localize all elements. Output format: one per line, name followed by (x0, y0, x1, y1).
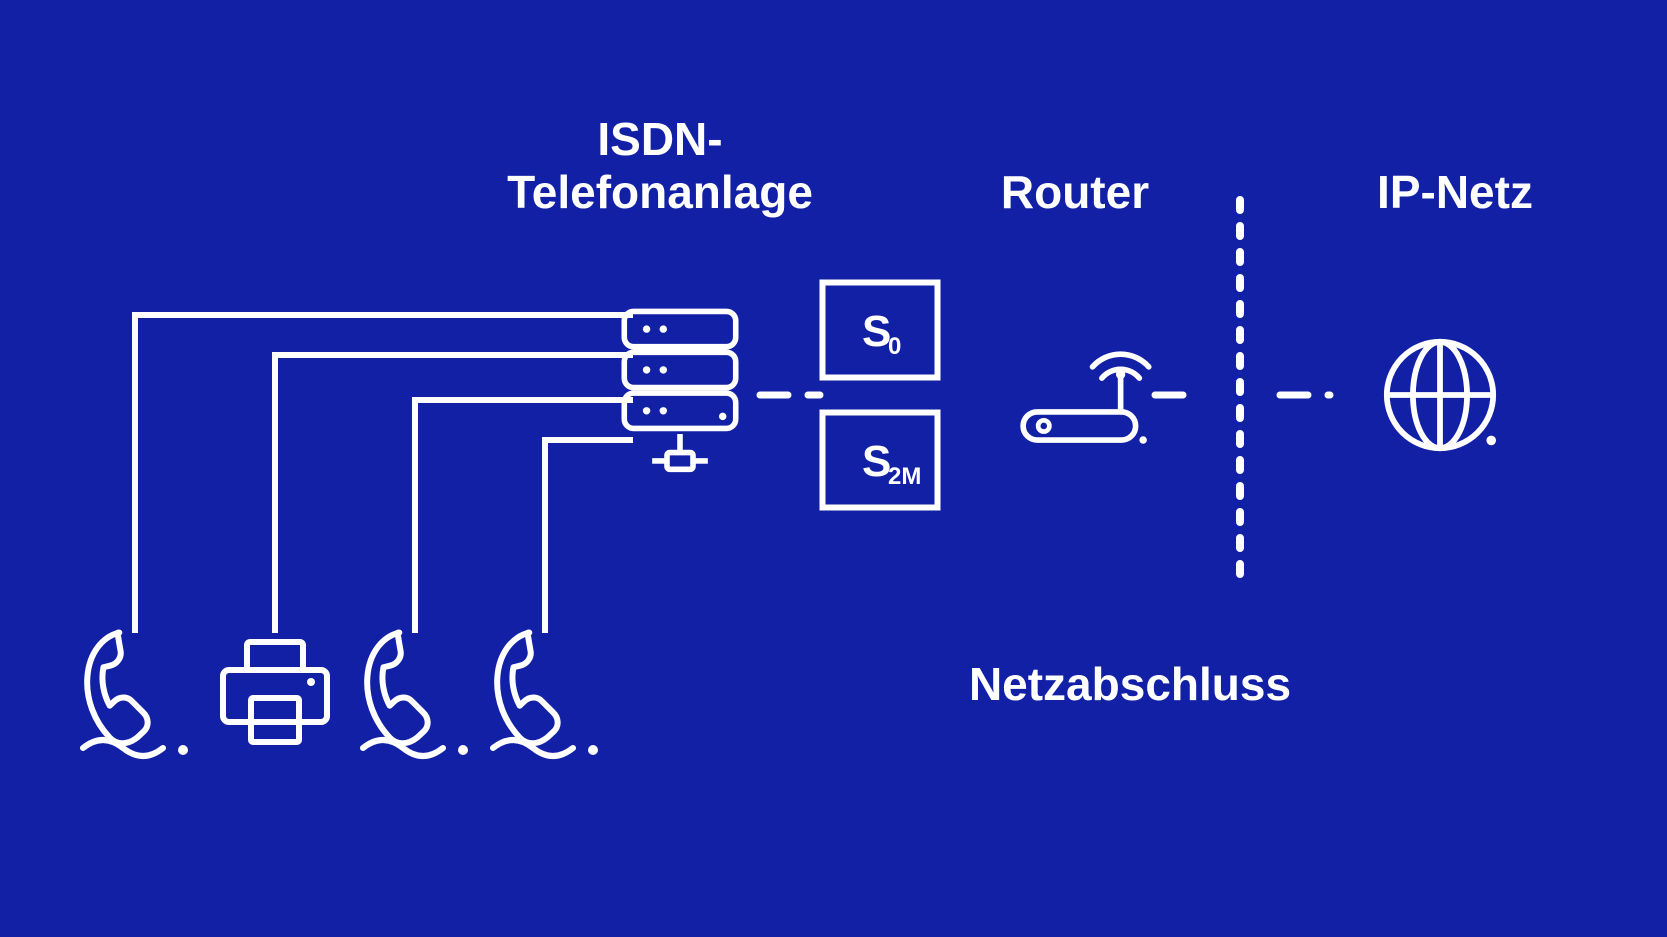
label-pbx-line1: ISDN- (597, 113, 722, 165)
label-ipnet: IP-Netz (1377, 166, 1533, 218)
s0-label: S (862, 307, 891, 356)
canvas-bg (0, 0, 1667, 937)
label-netzabschluss: Netzabschluss (969, 658, 1291, 710)
s0-sub: 0 (888, 333, 901, 360)
s2m-sub: 2M (888, 463, 921, 490)
globe-icon (1387, 342, 1496, 448)
s2m-label: S (862, 437, 891, 486)
label-pbx-line2: Telefonanlage (507, 166, 813, 218)
label-router: Router (1001, 166, 1149, 218)
